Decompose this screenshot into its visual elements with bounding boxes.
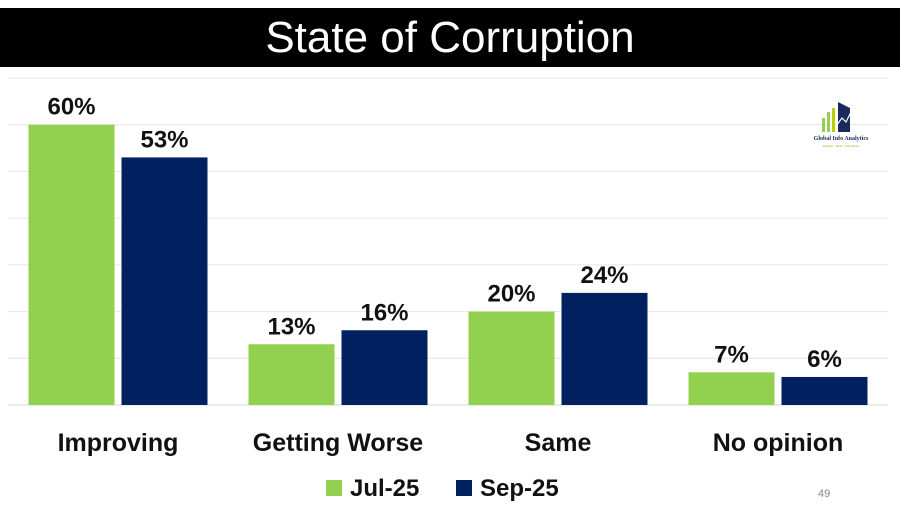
- bar-jul-25: [248, 344, 335, 405]
- bar-jul-25: [28, 124, 115, 405]
- slide-title: State of Corruption: [0, 8, 900, 67]
- bar-jul-25: [688, 372, 775, 405]
- legend-swatch-jul-25: [326, 480, 342, 496]
- data-label: 7%: [714, 341, 749, 368]
- logo-tagline: Insight · Data · Decisions: [823, 144, 859, 148]
- bar-jul-25: [468, 311, 555, 405]
- category-label: No opinion: [713, 429, 844, 457]
- logo-name: Global Info Analytics: [813, 136, 869, 142]
- company-logo: Global Info Analytics Insight · Data · D…: [806, 100, 876, 152]
- logo-bars-icon: [822, 102, 853, 132]
- category-label: Same: [525, 429, 592, 457]
- category-label: Improving: [58, 429, 179, 457]
- category-label: Getting Worse: [253, 429, 423, 457]
- legend-swatch-sep-25: [456, 480, 472, 496]
- data-label: 13%: [267, 313, 315, 340]
- legend-label: Sep-25: [480, 475, 559, 502]
- bar-sep-25: [121, 157, 208, 405]
- data-label: 6%: [807, 346, 842, 373]
- bar-sep-25: [341, 330, 428, 405]
- data-label: 60%: [47, 94, 95, 121]
- page-number: 49: [818, 488, 831, 500]
- legend-label: Jul-25: [350, 475, 419, 502]
- bar-sep-25: [781, 376, 868, 405]
- data-label: 53%: [140, 126, 188, 153]
- bar-sep-25: [561, 292, 648, 405]
- data-label: 20%: [487, 281, 535, 308]
- data-label: 24%: [580, 262, 628, 289]
- data-label: 16%: [360, 299, 408, 326]
